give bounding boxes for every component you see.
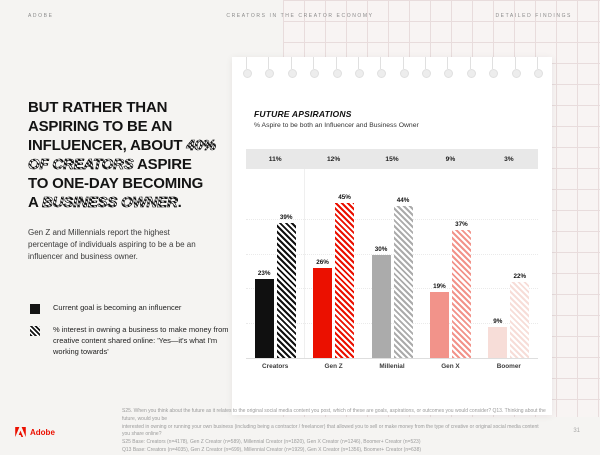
- footnote: S25. When you think about the future as …: [122, 408, 546, 455]
- bar-value-label: 26%: [316, 259, 329, 267]
- gridline: [246, 253, 538, 255]
- band-value-label: 11%: [268, 155, 282, 163]
- footnote-line: S25. When you think about the future as …: [122, 408, 546, 422]
- footnote-line: S25 Base: Creators (n=4178), Gen Z Creat…: [122, 439, 421, 445]
- body-text: Gen Z and Millennials report the highest…: [28, 228, 196, 262]
- left-panel: BUT RATHER THAN ASPIRING TO BE AN INFLUE…: [28, 98, 230, 263]
- bar-group: 19% 37%: [421, 169, 479, 358]
- headline-period: .: [177, 194, 182, 212]
- slide-header: ADOBE CREATORS IN THE CREATOR ECONOMY DE…: [0, 13, 600, 23]
- category-label: Boomer: [496, 363, 521, 370]
- pin-decoration: [466, 57, 476, 78]
- bar-value-label: 19%: [433, 283, 446, 291]
- headline-line: ASPIRE: [133, 156, 192, 174]
- headline: BUT RATHER THAN ASPIRING TO BE AN INFLUE…: [28, 98, 230, 212]
- pin-decoration: [444, 57, 454, 78]
- header-brand: ADOBE: [28, 13, 54, 19]
- headline-highlight-40pct: 40%: [186, 137, 216, 155]
- notebook-page: FUTURE APSIRATIONS % Aspire to be both a…: [232, 57, 552, 415]
- chart-subtitle: % Aspire to be both an Influencer and Bu…: [254, 122, 419, 129]
- pin-decoration: [377, 57, 387, 78]
- bar-group: 30% 44%: [363, 169, 421, 358]
- pin-decoration: [489, 57, 499, 78]
- pin-decoration: [287, 57, 297, 78]
- header-section: DETAILED FINDINGS: [495, 13, 572, 19]
- footnote-line: interested in owning or running your own…: [122, 423, 539, 438]
- adobe-logo-icon: [15, 427, 26, 437]
- pin-decoration: [332, 57, 342, 78]
- pin-decoration: [422, 57, 431, 78]
- bar-value-label: 23%: [257, 269, 271, 277]
- bar-business-interest: 44%: [393, 197, 413, 358]
- pin-decoration: [310, 57, 320, 78]
- bar-value-label: 45%: [338, 193, 351, 201]
- bar-influencer-goal: 23%: [254, 270, 274, 358]
- pin-decoration: [265, 57, 275, 78]
- band-value-label: 3%: [504, 155, 514, 163]
- pin-decoration: [533, 57, 543, 78]
- headline-highlight-business-owner: BUSINESS OWNER: [42, 194, 178, 212]
- bar-value-label: 9%: [493, 317, 503, 325]
- bar-value-label: 30%: [374, 245, 388, 253]
- category-label: Gen X: [441, 363, 460, 370]
- headline-line: ASPIRING TO BE AN: [28, 118, 173, 136]
- plot-area: 23% 39% 26% 45% 30% 44% 19% 37% 9% 22%: [246, 169, 538, 359]
- chart-title: FUTURE APSIRATIONS: [254, 109, 352, 119]
- legend-label: Current goal is becoming an influencer: [53, 303, 182, 312]
- band-value-label: 12%: [327, 155, 341, 163]
- footnote-line: Q13 Base: Creators (n=4035), Gen Z Creat…: [122, 446, 422, 453]
- category-label: Millenial: [379, 363, 405, 370]
- headline-line: BUT RATHER THAN: [28, 99, 168, 116]
- gridline: [246, 288, 538, 289]
- page-number: 31: [573, 428, 580, 434]
- category-label: Creators: [262, 363, 289, 370]
- pin-decoration: [243, 57, 252, 78]
- bar-value-label: 22%: [513, 273, 527, 281]
- legend-item-influencer: Current goal is becoming an influencer: [30, 303, 235, 314]
- bar-influencer-goal: 30%: [371, 246, 391, 358]
- bar-business-interest: 45%: [335, 194, 355, 358]
- band-value-label: 15%: [385, 155, 399, 163]
- adobe-brand-name: Adobe: [30, 427, 55, 437]
- header-title: CREATORS IN THE CREATOR ECONOMY: [226, 13, 374, 19]
- pin-decoration: [511, 57, 521, 78]
- adobe-brand: Adobe: [15, 427, 55, 437]
- bar-influencer-goal: 9%: [488, 318, 508, 358]
- gridline: [246, 219, 538, 220]
- bar-business-interest: 22%: [510, 273, 530, 358]
- both-band: 11% 12% 15% 9% 3%: [246, 149, 538, 169]
- legend-label: % interest in owning a business to make …: [53, 325, 229, 356]
- headline-line: INFLUENCER, ABOUT: [28, 137, 187, 155]
- bar-value-label: 44%: [396, 197, 410, 205]
- bar-group: 26% 45%: [304, 169, 362, 358]
- bar-value-label: 39%: [279, 214, 293, 222]
- headline-line: TO ONE-DAY BECOMING: [28, 175, 204, 193]
- headline-highlight-of-creators: OF CREATORS: [28, 156, 134, 174]
- category-labels: Creators Gen Z Millenial Gen X Boomer: [246, 363, 538, 370]
- solid-swatch-icon: [30, 304, 40, 314]
- pin-decoration: [354, 57, 364, 78]
- chart-legend: Current goal is becoming an influencer %…: [30, 303, 235, 369]
- bar-business-interest: 39%: [276, 214, 296, 358]
- pin-decoration: [399, 57, 409, 78]
- bar-influencer-goal: 26%: [313, 259, 333, 358]
- hatched-swatch-icon: [30, 326, 40, 336]
- pins-row: [232, 57, 552, 81]
- headline-line: A: [28, 194, 43, 212]
- category-label: Gen Z: [324, 363, 343, 370]
- bar-value-label: 37%: [455, 221, 468, 229]
- creators-divider-line: [304, 169, 306, 358]
- bar-groups: 23% 39% 26% 45% 30% 44% 19% 37% 9% 22%: [246, 169, 538, 358]
- bar-group: 23% 39%: [246, 169, 304, 358]
- bar-business-interest: 37%: [451, 221, 471, 358]
- band-value-label: 9%: [445, 155, 456, 163]
- bar-group: 9% 22%: [480, 169, 538, 358]
- bar-influencer-goal: 19%: [429, 283, 449, 358]
- gridline: [246, 322, 538, 324]
- legend-item-business: % interest in owning a business to make …: [30, 325, 235, 358]
